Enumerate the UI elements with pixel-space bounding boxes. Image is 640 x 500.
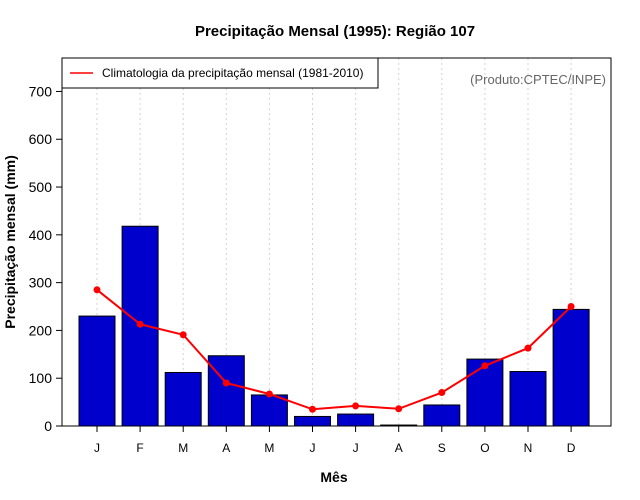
climatology-point-8 <box>438 389 446 397</box>
chart-title: Precipitação Mensal (1995): Região 107 <box>195 23 475 40</box>
xtick-label-8: S <box>438 441 446 455</box>
bar-10 <box>509 371 547 427</box>
climatology-point-11 <box>567 303 575 311</box>
x-axis-title: Mês <box>320 469 347 485</box>
bar-4 <box>250 394 288 427</box>
climatology-point-3 <box>222 379 230 387</box>
xtick-label-7: A <box>395 441 403 455</box>
bar-11 <box>552 308 590 427</box>
ytick-label-1: 100 <box>29 370 53 386</box>
climatology-point-1 <box>136 320 144 328</box>
climatology-point-0 <box>93 286 101 294</box>
xtick-label-4: M <box>264 441 274 455</box>
climatology-line <box>96 289 572 411</box>
xtick-label-1: F <box>136 441 143 455</box>
bar-2 <box>164 371 202 427</box>
bar-6 <box>337 413 375 427</box>
xtick-label-5: J <box>310 441 316 455</box>
ytick-label-6: 600 <box>29 131 53 147</box>
bar-8 <box>423 404 461 427</box>
xtick-label-3: A <box>222 441 230 455</box>
bar-0 <box>78 315 116 427</box>
xtick-label-10: N <box>524 441 533 455</box>
xtick-label-11: D <box>567 441 576 455</box>
climatology-point-5 <box>309 405 316 413</box>
legend: Climatologia da precipitação mensal (198… <box>61 57 379 89</box>
xtick-label-9: O <box>480 441 489 455</box>
y-axis: 0 100 200 300 400 500 600 700 <box>29 83 62 434</box>
climatology-point-2 <box>179 331 187 339</box>
climatology-point-4 <box>265 390 273 398</box>
climatology-point-6 <box>352 402 360 410</box>
y-axis-title: Precipitação mensal (mm) <box>2 155 18 329</box>
climatology-point-9 <box>481 362 489 370</box>
xtick-label-0: J <box>94 441 100 455</box>
ytick-label-5: 500 <box>29 179 53 195</box>
legend-entry-climatology: Climatologia da precipitação mensal (198… <box>102 66 363 80</box>
bar-9 <box>466 358 504 427</box>
ytick-label-0: 0 <box>44 418 52 434</box>
climatology-series <box>93 286 575 413</box>
bar-series <box>78 225 590 427</box>
xtick-label-2: M <box>178 441 188 455</box>
climatology-point-10 <box>524 344 532 352</box>
ytick-label-7: 700 <box>29 83 53 99</box>
ytick-label-3: 300 <box>29 275 53 291</box>
product-note: (Produto:CPTEC/INPE) <box>470 72 606 87</box>
legend-box <box>61 57 379 89</box>
xtick-label-6: J <box>353 441 359 455</box>
ytick-label-2: 200 <box>29 322 53 338</box>
ytick-label-4: 400 <box>29 227 53 243</box>
bar-3 <box>207 355 245 427</box>
climatology-point-7 <box>395 405 403 413</box>
bar-5 <box>294 415 331 427</box>
